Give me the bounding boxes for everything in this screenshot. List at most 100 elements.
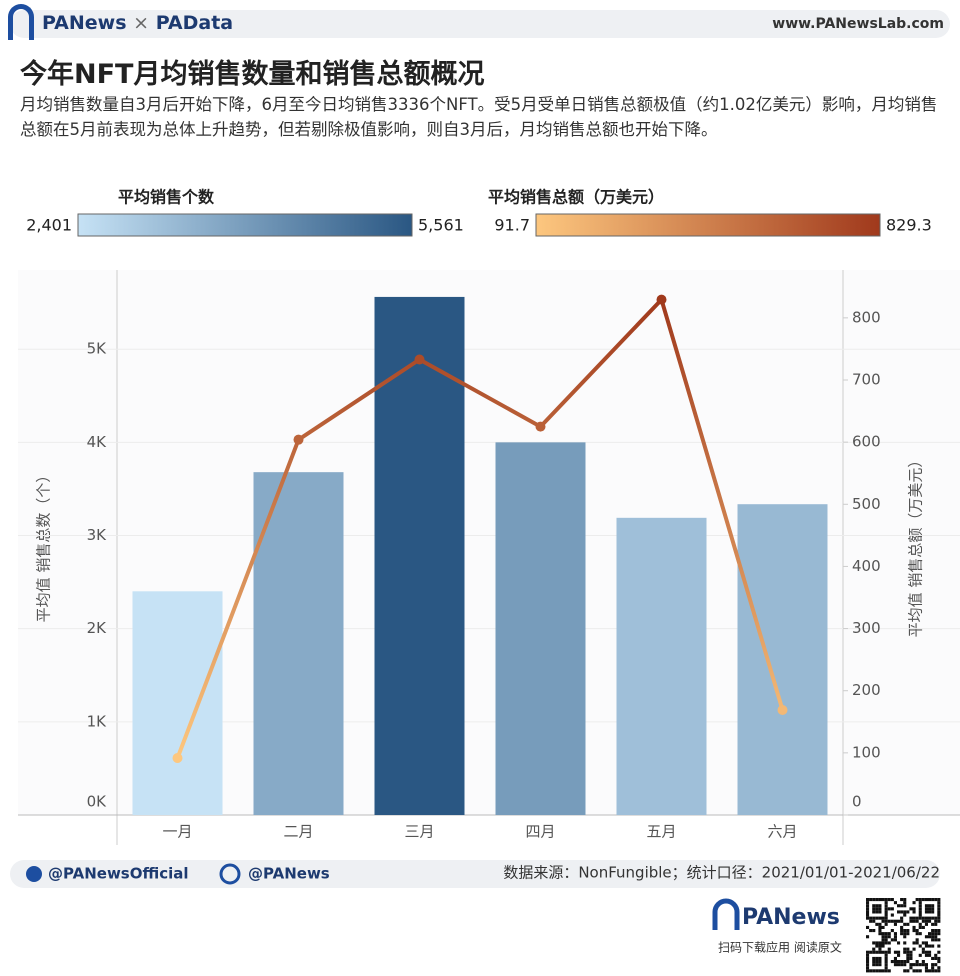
chart-title: 今年NFT月均销售数量和销售总额概况 [20,59,485,90]
qr-cell [878,932,882,936]
qr-cell [931,969,935,973]
qr-cell [937,932,941,936]
qr-cell [897,960,901,964]
qr-cell [897,910,901,914]
qr-cell [884,969,888,973]
qr-cell [903,901,907,905]
legend-min: 91.7 [494,216,530,235]
qr-cell [881,898,885,902]
legend-max: 829.3 [886,216,932,235]
qr-cell [931,966,935,970]
chart-subtitle: 月均销售数量自3月后开始下降，6月至今日均销售3336个NFT。受5月受单日销售… [20,95,938,139]
qr-cell [887,947,891,951]
line [175,297,785,759]
qr-cell [934,935,938,939]
qr-cell [890,938,894,942]
qr-cell [924,950,928,954]
qr-cell [912,941,916,945]
qr-cell [884,913,888,917]
qr-cell [937,969,941,973]
qr-cell [881,935,885,939]
qr-cell [937,910,941,914]
qr-cell [918,969,922,973]
qr-cell [881,944,885,948]
qr-cell [918,963,922,967]
qr-cell [872,919,876,923]
qr-cell [931,944,935,948]
qr-cell [906,950,910,954]
qr-cell [875,963,879,967]
qr-cell [884,938,888,942]
qr-cell [931,904,935,908]
y2-tick-label: 100 [852,743,881,761]
qr-cell [915,941,919,945]
qr-cell [931,956,935,960]
qr-cell [890,913,894,917]
qr-cell [893,922,897,926]
qr-cell [931,910,935,914]
brand-name-2: PAData [155,12,234,34]
qr-cell [912,947,916,951]
qr-cell [928,932,932,936]
qr-cell [900,898,904,902]
qr-cell [872,950,876,954]
bar [253,472,344,815]
qr-cell [890,919,894,923]
y2-tick-label: 0 [852,793,862,811]
line-point [172,753,183,764]
qr-cell [878,947,882,951]
qr-cell [866,969,870,973]
qr-cell [915,938,919,942]
qr-cell [897,941,901,945]
qr-cell [928,919,932,923]
qr-cell [866,956,870,960]
x-tick-label: 二月 [283,823,313,841]
qr-cell [903,935,907,939]
y2-tick-label: 800 [852,308,881,326]
x-tick-label: 五月 [646,823,676,841]
qr-cell [897,904,901,908]
qr-cell [937,960,941,964]
qr-cell [866,925,870,929]
qr-cell [878,963,882,967]
qr-cell [866,898,870,902]
qr-cell [884,950,888,954]
qr-cell [887,907,891,911]
qr-cell [903,904,907,908]
qr-cell [884,941,888,945]
qr-cell [878,904,882,908]
qr-cell [934,922,938,926]
footer-logo-icon [712,898,740,930]
qr-cell [881,916,885,920]
qr-cell [918,932,922,936]
qr-cell [878,960,882,964]
qr-cell [903,932,907,936]
qr-cell [918,916,922,920]
qr-cell [924,944,928,948]
y2-axis-title: 平均值 销售总额（万美元） [907,453,925,638]
qr-cell [921,898,925,902]
qr-cell [884,953,888,957]
qr-cell [906,922,910,926]
weibo-handle: @PANews [248,865,330,883]
qr-cell [909,907,913,911]
footer-brand: PANews [742,905,840,930]
qr-cell [903,960,907,964]
qr-cell [878,925,882,929]
qr-cell [937,907,941,911]
qr-cell [900,960,904,964]
qr-cell [915,963,919,967]
qr-cell [912,929,916,933]
qr-cell [881,950,885,954]
y2-tick-label: 400 [852,557,881,575]
qr-cell [893,901,897,905]
twitter-icon [26,866,42,882]
qr-cell [937,913,941,917]
qr-cell [934,956,938,960]
qr-cell [934,938,938,942]
qr-cell [893,932,897,936]
qr-cell [900,904,904,908]
qr-cell [915,898,919,902]
qr-cell [906,910,910,914]
qr-cell [869,898,873,902]
